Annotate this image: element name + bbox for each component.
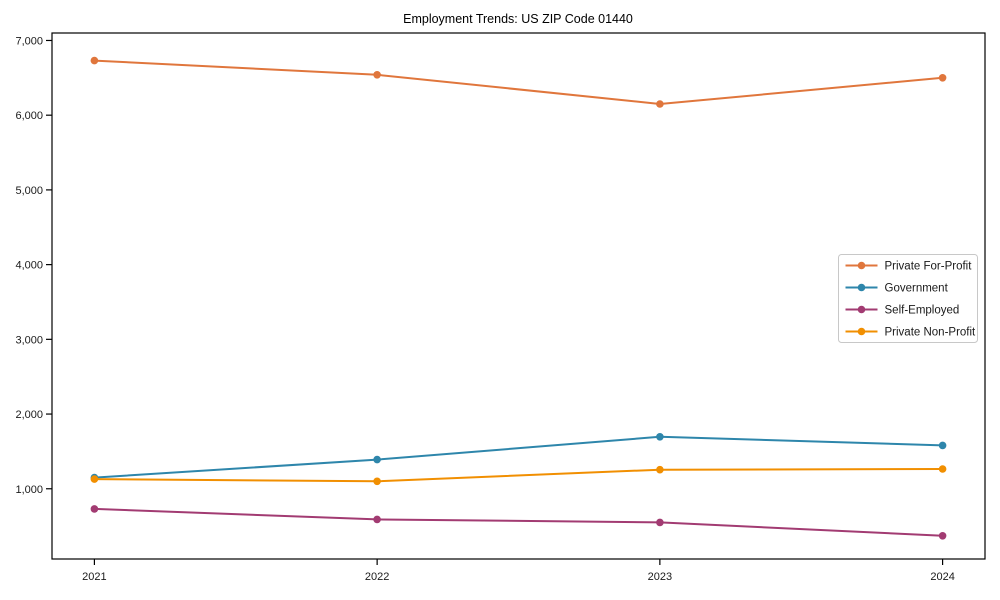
y-axis: 1,000 2,000 3,000 4,000 5,000 6,000 7,000: [15, 35, 52, 496]
legend-swatch-marker: [857, 327, 866, 336]
x-axis: 2021 2022 2023 2024: [82, 559, 955, 583]
y-tick-label: 4,000: [15, 260, 43, 272]
y-tick-label: 1,000: [15, 484, 43, 496]
legend-entry: Private For-Profit: [845, 261, 973, 273]
series-private-for-profit: [90, 56, 947, 108]
legend-swatch-marker: [857, 305, 866, 314]
y-tick-label: 6,000: [15, 110, 43, 122]
x-tick-label: 2023: [648, 571, 672, 583]
legend-box: [838, 254, 978, 343]
data-point-marker: [938, 441, 947, 450]
series-self-employed: [90, 505, 947, 540]
plot-area-border: [51, 32, 986, 560]
series-line: [94, 507, 943, 537]
data-point-marker: [90, 475, 99, 483]
x-tick-label: 2022: [365, 571, 389, 583]
x-tick-label: 2024: [930, 571, 954, 583]
data-point-marker: [373, 515, 381, 524]
data-point-marker: [938, 465, 947, 473]
y-tick-label: 5,000: [15, 185, 43, 197]
data-point-marker: [656, 518, 664, 527]
data-point-marker: [656, 433, 664, 441]
y-tick-label: 3,000: [15, 334, 43, 346]
y-tick-label: 7,000: [15, 35, 43, 47]
legend-swatch-marker: [857, 261, 866, 270]
legend-entry-label: Private For-Profit: [885, 261, 973, 273]
legend-entry-label: Private Non-Profit: [885, 327, 977, 339]
legend-entry: Self-Employed: [845, 305, 960, 317]
series-line: [94, 435, 943, 479]
data-point-marker: [373, 71, 381, 79]
data-point-marker: [938, 532, 947, 540]
data-point-marker: [938, 74, 947, 82]
legend-entry: Private Non-Profit: [845, 327, 977, 339]
plot-border: [51, 32, 986, 560]
legend: Private For-Profit Government Self-Employe…: [838, 254, 978, 343]
x-tick-label: 2021: [82, 571, 106, 583]
series-line: [94, 468, 943, 483]
data-point-marker: [373, 455, 381, 464]
data-point-marker: [373, 477, 381, 486]
chart-title: Employment Trends: US ZIP Code 01440: [403, 12, 633, 26]
y-tick-label: 2,000: [15, 409, 43, 421]
legend-entry-label: Self-Employed: [885, 305, 960, 317]
legend-swatch-marker: [857, 283, 866, 292]
data-point-marker: [656, 465, 664, 474]
data-point-marker: [656, 100, 664, 108]
data-point-marker: [90, 56, 99, 65]
legend-entry: Government: [845, 283, 949, 295]
series-government: [90, 433, 947, 482]
data-point-marker: [90, 505, 99, 513]
legend-entry-label: Government: [885, 283, 949, 295]
series-line: [94, 59, 943, 105]
series-layer: [90, 56, 947, 540]
series-private-non-profit: [90, 465, 947, 486]
